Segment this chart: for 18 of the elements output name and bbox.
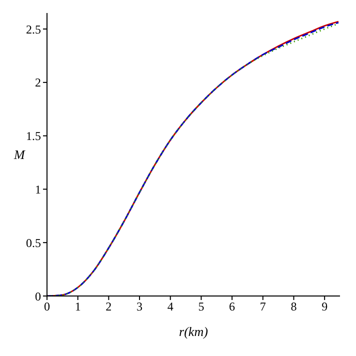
x-tick-label: 7 bbox=[260, 300, 266, 314]
y-axis-title: M bbox=[13, 147, 26, 162]
x-tick-label: 9 bbox=[322, 300, 328, 314]
y-tick-label: 2.5 bbox=[26, 22, 41, 36]
y-tick-label: 1 bbox=[35, 182, 41, 196]
x-tick-label: 4 bbox=[167, 300, 174, 314]
x-tick-label: 1 bbox=[74, 300, 81, 314]
y-tick-label: 2 bbox=[35, 76, 41, 90]
y-tick-label: 0 bbox=[35, 289, 41, 304]
x-tick-label: 5 bbox=[198, 300, 204, 314]
x-tick-label: 6 bbox=[229, 300, 236, 314]
x-tick-label: 0 bbox=[44, 300, 50, 314]
x-tick-label: 8 bbox=[290, 300, 297, 314]
y-tick-label: 1.5 bbox=[26, 129, 41, 144]
x-tick-label: 3 bbox=[136, 300, 143, 314]
x-tick-label: 2 bbox=[106, 300, 112, 314]
x-axis-title: r(km) bbox=[179, 324, 208, 339]
y-tick-label: 0.5 bbox=[26, 236, 41, 250]
